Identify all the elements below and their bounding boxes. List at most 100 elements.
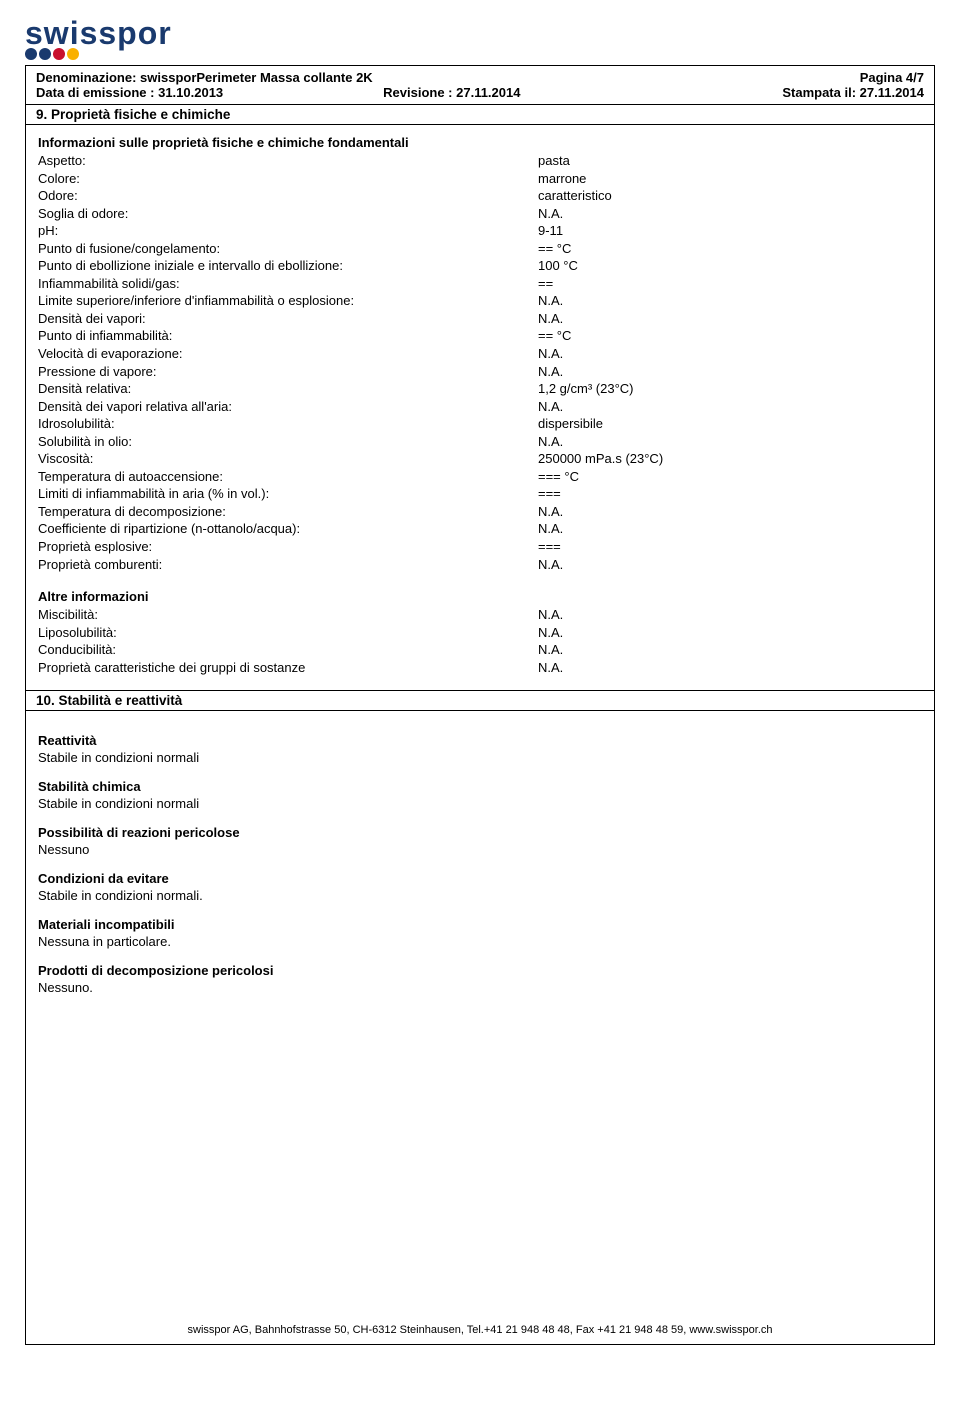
property-row: Liposolubilità:N.A. [38, 624, 922, 642]
property-label: Punto di infiammabilità: [38, 327, 538, 345]
document-header: Denominazione: swissporPerimeter Massa c… [26, 66, 934, 105]
property-row: Solubilità in olio:N.A. [38, 433, 922, 451]
stability-group: Possibilità di reazioni pericoloseNessun… [38, 825, 922, 857]
group-heading: Possibilità di reazioni pericolose [38, 825, 922, 840]
property-row: Densità relativa:1,2 g/cm³ (23°C) [38, 380, 922, 398]
property-value: === [538, 538, 922, 556]
property-value: N.A. [538, 292, 922, 310]
footer-text: swisspor AG, Bahnhofstrasse 50, CH-6312 … [26, 1324, 934, 1336]
property-label: Densità dei vapori relativa all'aria: [38, 398, 538, 416]
section-10-header: 10. Stabilità e reattività [26, 690, 934, 711]
property-label: Punto di fusione/congelamento: [38, 240, 538, 258]
property-row: Limite superiore/inferiore d'infiammabil… [38, 292, 922, 310]
section-10-content: ReattivitàStabile in condizioni normali S… [26, 711, 934, 1011]
dot-icon [25, 48, 37, 60]
property-label: Miscibilità: [38, 606, 538, 624]
stability-group: Stabilità chimicaStabile in condizioni n… [38, 779, 922, 811]
property-row: Coefficiente di ripartizione (n-ottanolo… [38, 520, 922, 538]
property-value: caratteristico [538, 187, 922, 205]
property-value: N.A. [538, 556, 922, 574]
property-value: 1,2 g/cm³ (23°C) [538, 380, 922, 398]
property-label: Densità relativa: [38, 380, 538, 398]
print-date: Stampata il: 27.11.2014 [782, 85, 924, 100]
property-value: N.A. [538, 606, 922, 624]
info-title: Informazioni sulle proprietà fisiche e c… [38, 135, 922, 150]
property-value: N.A. [538, 433, 922, 451]
group-heading: Reattività [38, 733, 922, 748]
property-value: === [538, 485, 922, 503]
property-value: N.A. [538, 520, 922, 538]
property-value: == °C [538, 327, 922, 345]
property-label: Temperatura di decomposizione: [38, 503, 538, 521]
stability-group: Condizioni da evitare Stabile in condizio… [38, 871, 922, 903]
property-row: Temperatura di autoaccensione:=== °C [38, 468, 922, 486]
property-value: marrone [538, 170, 922, 188]
property-label: Infiammabilità solidi/gas: [38, 275, 538, 293]
property-label: Velocità di evaporazione: [38, 345, 538, 363]
property-row: Proprietà caratteristiche dei gruppi di … [38, 659, 922, 677]
group-text: Nessuna in particolare. [38, 934, 922, 949]
stability-group: Prodotti di decomposizione pericolosiNes… [38, 963, 922, 995]
page-number: Pagina 4/7 [860, 70, 924, 85]
section-9-header: 9. Proprietà fisiche e chimiche [26, 105, 934, 125]
property-label: Punto di ebollizione iniziale e interval… [38, 257, 538, 275]
property-value: N.A. [538, 398, 922, 416]
property-label: Limite superiore/inferiore d'infiammabil… [38, 292, 538, 310]
property-row: pH:9-11 [38, 222, 922, 240]
header-label: Denominazione: [36, 70, 136, 85]
group-heading: Condizioni da evitare [38, 871, 922, 886]
property-value: == [538, 275, 922, 293]
property-row: Idrosolubilità:dispersibile [38, 415, 922, 433]
header-title: Denominazione: swissporPerimeter Massa c… [36, 70, 373, 85]
property-row: Velocità di evaporazione:N.A. [38, 345, 922, 363]
property-label: Proprietà comburenti: [38, 556, 538, 574]
property-label: Pressione di vapore: [38, 363, 538, 381]
property-label: Coefficiente di ripartizione (n-ottanolo… [38, 520, 538, 538]
page-frame: Denominazione: swissporPerimeter Massa c… [25, 65, 935, 1345]
property-value: N.A. [538, 659, 922, 677]
property-row: Limiti di infiammabilità in aria (% in v… [38, 485, 922, 503]
property-row: Proprietà esplosive:=== [38, 538, 922, 556]
property-value: N.A. [538, 624, 922, 642]
property-row: Odore:caratteristico [38, 187, 922, 205]
properties-list: Aspetto:pastaColore:marroneOdore:caratte… [38, 152, 922, 573]
property-label: Solubilità in olio: [38, 433, 538, 451]
property-label: Colore: [38, 170, 538, 188]
section-10-groups: ReattivitàStabile in condizioni normali S… [38, 733, 922, 995]
property-row: Infiammabilità solidi/gas:== [38, 275, 922, 293]
dot-icon [39, 48, 51, 60]
property-label: Viscosità: [38, 450, 538, 468]
stability-group: ReattivitàStabile in condizioni normali [38, 733, 922, 765]
property-row: Viscosità:250000 mPa.s (23°C) [38, 450, 922, 468]
property-row: Punto di infiammabilità:== °C [38, 327, 922, 345]
dot-icon [67, 48, 79, 60]
property-row: Punto di fusione/congelamento:== °C [38, 240, 922, 258]
property-label: Idrosolubilità: [38, 415, 538, 433]
property-row: Aspetto:pasta [38, 152, 922, 170]
logo-text: swisspor [25, 15, 935, 52]
property-label: Temperatura di autoaccensione: [38, 468, 538, 486]
property-row: Densità dei vapori:N.A. [38, 310, 922, 328]
group-heading: Stabilità chimica [38, 779, 922, 794]
header-value: swissporPerimeter Massa collante 2K [140, 70, 373, 85]
property-value: N.A. [538, 345, 922, 363]
group-text: Stabile in condizioni normali. [38, 888, 922, 903]
property-label: Densità dei vapori: [38, 310, 538, 328]
property-value: 9-11 [538, 222, 922, 240]
property-value: 100 °C [538, 257, 922, 275]
property-value: dispersibile [538, 415, 922, 433]
property-label: Conducibilità: [38, 641, 538, 659]
property-row: Pressione di vapore:N.A. [38, 363, 922, 381]
property-label: Soglia di odore: [38, 205, 538, 223]
property-label: Proprietà caratteristiche dei gruppi di … [38, 659, 538, 677]
property-value: N.A. [538, 503, 922, 521]
property-row: Densità dei vapori relativa all'aria:N.A… [38, 398, 922, 416]
revision-date: Revisione : 27.11.2014 [383, 85, 520, 100]
property-value: N.A. [538, 363, 922, 381]
property-label: Proprietà esplosive: [38, 538, 538, 556]
property-row: Punto di ebollizione iniziale e interval… [38, 257, 922, 275]
property-value: pasta [538, 152, 922, 170]
property-row: Proprietà comburenti:N.A. [38, 556, 922, 574]
property-row: Miscibilità:N.A. [38, 606, 922, 624]
emission-date: Data di emissione : 31.10.2013 [36, 85, 223, 100]
